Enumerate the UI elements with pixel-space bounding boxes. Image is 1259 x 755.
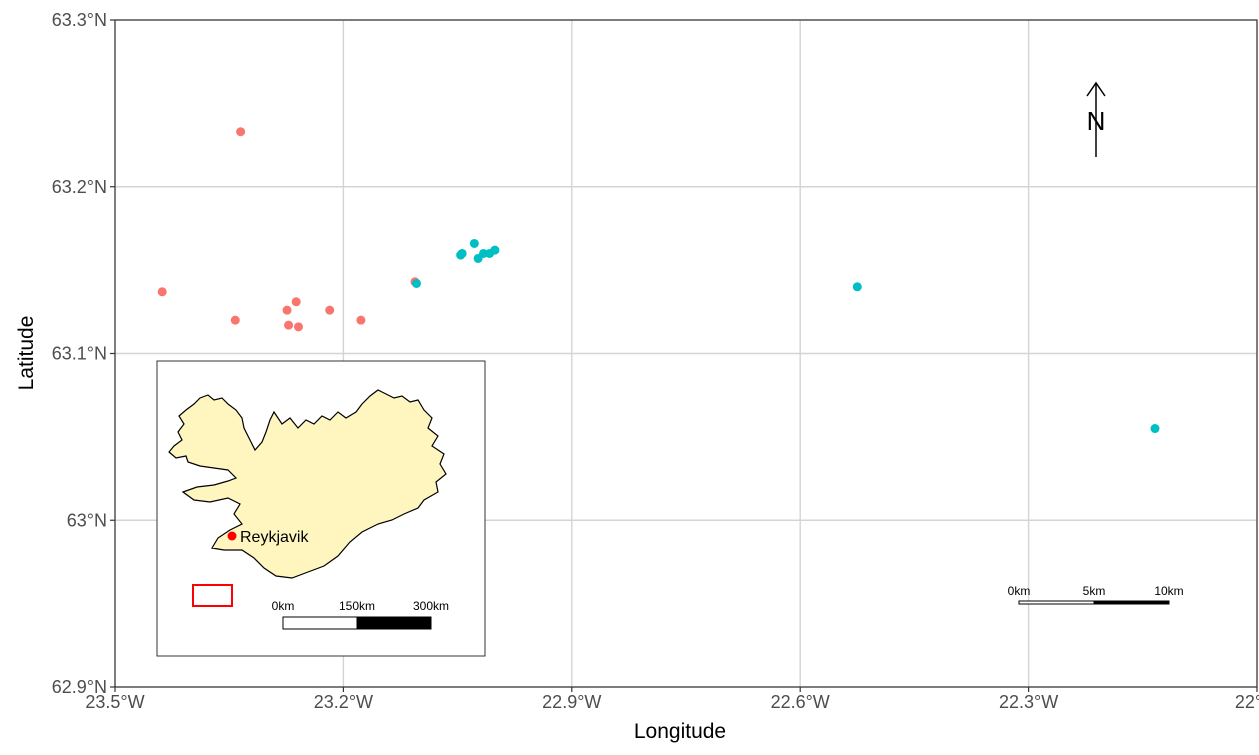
reykjavik-label: Reykjavik — [240, 529, 309, 546]
data-point — [469, 238, 479, 248]
x-tick-label: 22.9°W — [542, 692, 601, 712]
y-tick-label: 62.9°N — [52, 677, 107, 697]
data-point — [852, 282, 862, 292]
scale-bar: 0km 5km 10km — [1008, 584, 1184, 605]
iceland-landmass — [168, 389, 447, 579]
data-point — [293, 322, 303, 332]
x-tick-label: 22.3°W — [999, 692, 1058, 712]
data-point — [1150, 424, 1160, 434]
x-axis-title: Longitude — [634, 720, 726, 743]
axis-ticks: 23.5°W 23.2°W 22.9°W 22.6°W 22.3°W 22°W 62.9°N… — [52, 10, 1259, 712]
data-point — [284, 320, 294, 330]
data-point — [457, 248, 467, 258]
data-point — [411, 278, 421, 288]
north-arrow-letter: N — [1087, 106, 1106, 136]
scale-bar-label: 5km — [1083, 584, 1106, 598]
x-tick-label: 22.6°W — [771, 692, 830, 712]
data-point — [490, 245, 500, 255]
data-point — [282, 305, 292, 315]
inset-scale-segment-2 — [356, 616, 432, 630]
study-area-box — [192, 584, 233, 607]
inset-scale-segment-1 — [282, 616, 358, 630]
x-tick-label: 22°W — [1235, 692, 1259, 712]
x-tick-label: 23.2°W — [314, 692, 373, 712]
data-point — [291, 297, 301, 307]
reykjavik-marker — [227, 531, 237, 541]
observation-points — [157, 127, 1160, 434]
north-arrow: N — [1086, 81, 1106, 157]
data-point — [236, 127, 246, 137]
scale-bar-segment-1 — [1018, 600, 1095, 605]
inset-scale-label: 0km — [272, 599, 295, 613]
scale-bar-label: 10km — [1154, 584, 1183, 598]
y-tick-label: 63.1°N — [52, 344, 107, 364]
data-point — [230, 315, 240, 325]
x-tick-label: 23.5°W — [85, 692, 144, 712]
inset-scale-label: 300km — [413, 599, 449, 613]
inset-scale-label: 150km — [339, 599, 375, 613]
data-point — [157, 287, 167, 297]
data-point — [356, 315, 366, 325]
y-tick-label: 63.2°N — [52, 177, 107, 197]
scale-bar-segment-2 — [1093, 600, 1170, 605]
scale-bar-label: 0km — [1008, 584, 1031, 598]
y-tick-label: 63°N — [67, 510, 107, 530]
y-tick-label: 63.3°N — [52, 10, 107, 30]
north-arrow-head — [1086, 81, 1106, 97]
y-axis-title: Latitude — [15, 316, 38, 391]
data-point — [325, 305, 335, 315]
inset-map: Reykjavik 0km 150km 300km — [156, 360, 486, 657]
